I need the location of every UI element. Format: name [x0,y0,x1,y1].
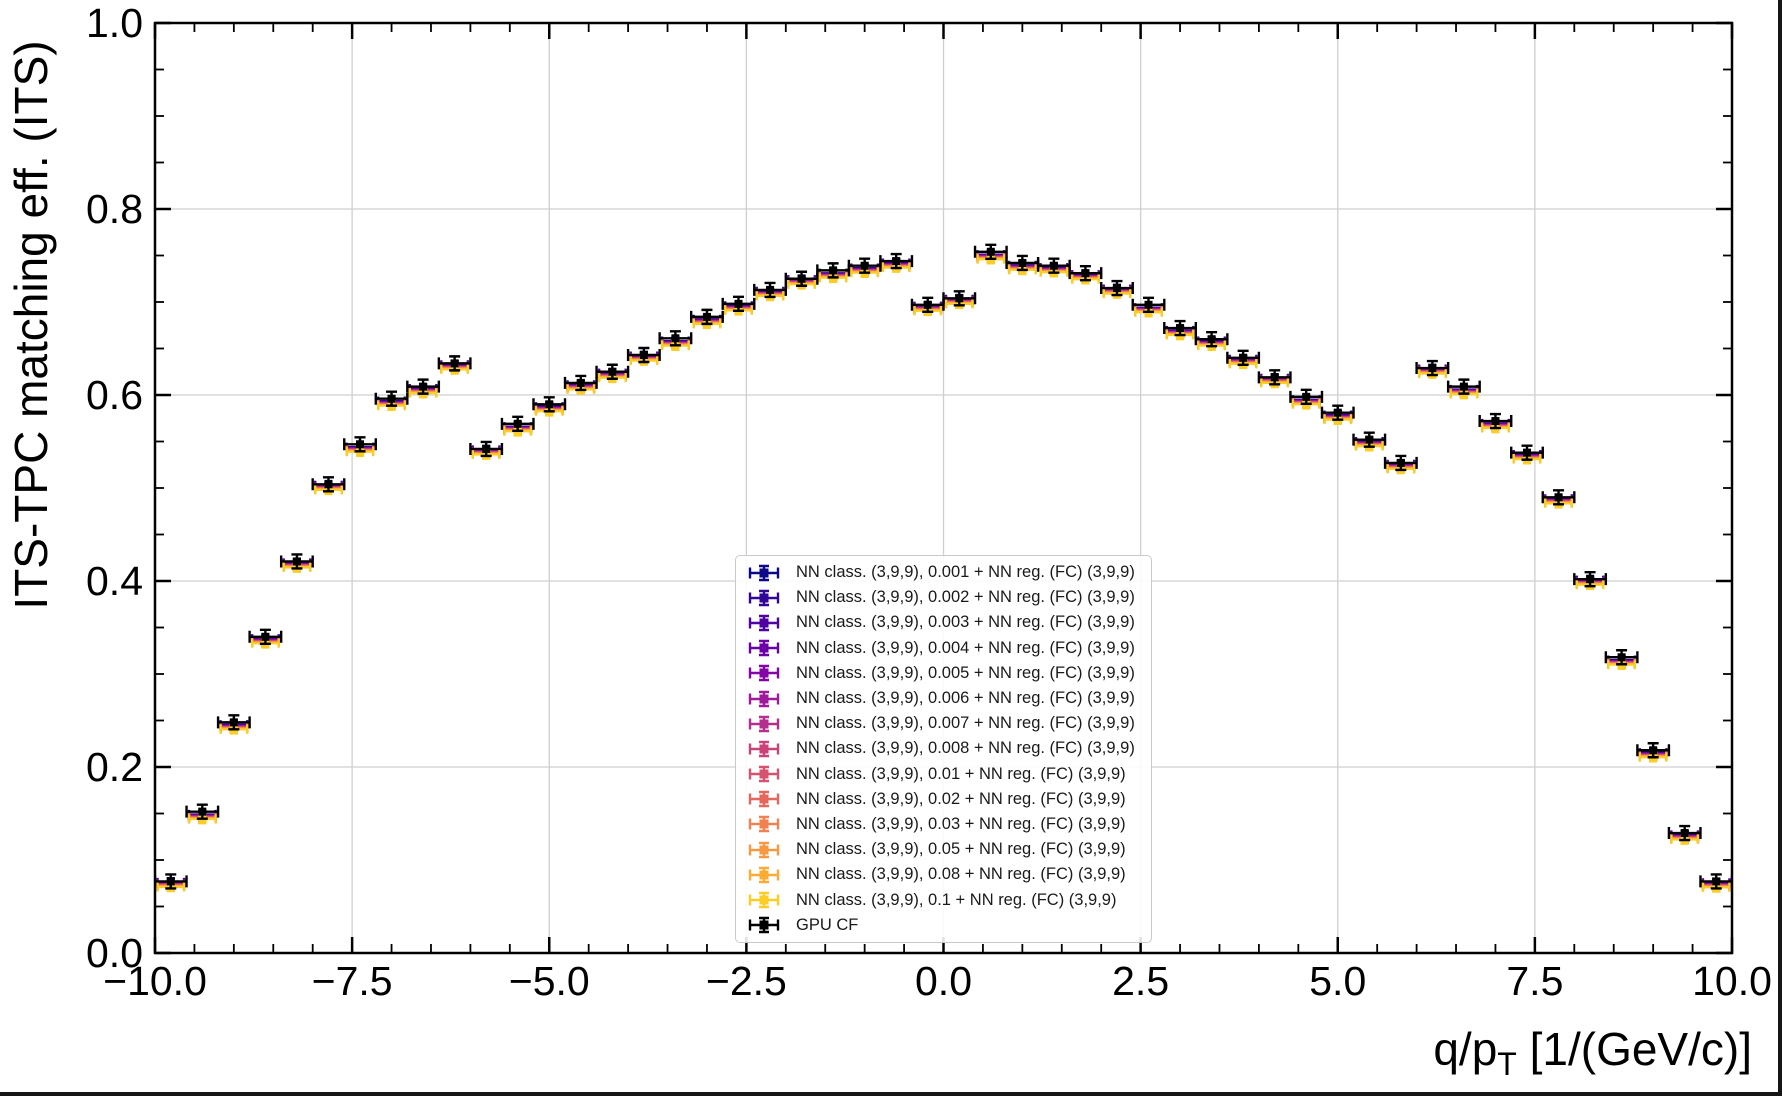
y-tick-label: 0.0 [86,930,143,976]
legend-marker-icon [748,690,780,707]
legend-marker-icon [748,791,780,808]
x-tick-label: −7.5 [311,958,393,1004]
legend-label: NN class. (3,9,9), 0.02 + NN reg. (FC) (… [796,789,1126,808]
legend-row: NN class. (3,9,9), 0.08 + NN reg. (FC) (… [744,863,1151,887]
legend-label: GPU CF [796,915,859,934]
legend-marker-icon [748,614,780,632]
legend-marker-icon [748,564,780,581]
legend-label: NN class. (3,9,9), 0.005 + NN reg. (FC) … [796,663,1135,682]
legend-marker-icon [748,866,780,884]
legend-marker-icon [748,589,780,606]
legend-row: NN class. (3,9,9), 0.1 + NN reg. (FC) (3… [744,888,1151,912]
legend-marker-icon [748,715,780,732]
x-tick-label: 2.5 [1112,958,1170,1004]
legend-label: NN class. (3,9,9), 0.008 + NN reg. (FC) … [796,739,1135,758]
y-tick-label: 0.8 [86,186,143,232]
x-tick-label: −2.5 [705,958,787,1004]
x-axis-label: q/pT [1/(GeV/c)] [1433,1022,1752,1083]
x-tick-label: 10.0 [1692,958,1772,1004]
y-tick-label: 0.6 [86,372,143,418]
legend-marker-icon [748,891,780,909]
legend-label: NN class. (3,9,9), 0.03 + NN reg. (FC) (… [796,814,1126,833]
x-tick-label: 5.0 [1309,958,1367,1004]
legend-label: NN class. (3,9,9), 0.001 + NN reg. (FC) … [796,563,1135,582]
x-axis-label-prefix: q/p [1433,1023,1498,1075]
x-tick-label: −5.0 [508,958,590,1004]
legend-row: NN class. (3,9,9), 0.002 + NN reg. (FC) … [744,586,1151,610]
gpu-cf-markers [155,243,1732,890]
legend-marker-icon [748,740,780,758]
legend-row: NN class. (3,9,9), 0.02 + NN reg. (FC) (… [744,787,1151,811]
legend-marker-icon [748,841,780,858]
legend-marker-icon [748,816,780,833]
legend-label: NN class. (3,9,9), 0.05 + NN reg. (FC) (… [796,840,1126,859]
legend-label: NN class. (3,9,9), 0.007 + NN reg. (FC) … [796,714,1135,733]
legend-row: NN class. (3,9,9), 0.007 + NN reg. (FC) … [744,712,1151,736]
legend-row: NN class. (3,9,9), 0.003 + NN reg. (FC) … [744,611,1151,635]
legend-marker-icon [748,639,780,657]
legend-label: NN class. (3,9,9), 0.004 + NN reg. (FC) … [796,638,1135,657]
legend-label: NN class. (3,9,9), 0.01 + NN reg. (FC) (… [796,764,1126,783]
legend-box: NN class. (3,9,9), 0.001 + NN reg. (FC) … [735,555,1152,943]
x-tick-label: −10.0 [103,958,207,1004]
legend-label: NN class. (3,9,9), 0.002 + NN reg. (FC) … [796,588,1135,607]
x-tick-label: 7.5 [1506,958,1564,1004]
legend-label: NN class. (3,9,9), 0.003 + NN reg. (FC) … [796,613,1135,632]
legend-label: NN class. (3,9,9), 0.1 + NN reg. (FC) (3… [796,890,1117,909]
legend-marker-icon [748,765,780,783]
y-tick-label: 0.2 [86,744,143,790]
legend-row: NN class. (3,9,9), 0.008 + NN reg. (FC) … [744,737,1151,761]
legend-label: NN class. (3,9,9), 0.006 + NN reg. (FC) … [796,689,1135,708]
x-tick-label: 0.0 [915,958,972,1004]
y-tick-label: 1.0 [86,0,143,46]
data-points [155,243,1732,893]
x-axis-label-subscript: T [1497,1046,1517,1083]
y-axis-label: ITS-TPC matching eff. (ITS) [5,40,57,610]
axes-frame [153,21,1734,955]
legend-row: NN class. (3,9,9), 0.01 + NN reg. (FC) (… [744,762,1151,786]
legend-row: NN class. (3,9,9), 0.03 + NN reg. (FC) (… [744,812,1151,836]
y-tick-label: 0.4 [86,558,143,604]
legend-row: NN class. (3,9,9), 0.006 + NN reg. (FC) … [744,687,1151,711]
x-axis-label-suffix: [1/(GeV/c)] [1516,1023,1752,1075]
legend-row: NN class. (3,9,9), 0.004 + NN reg. (FC) … [744,636,1151,660]
legend-label: NN class. (3,9,9), 0.08 + NN reg. (FC) (… [796,865,1126,884]
legend-row: NN class. (3,9,9), 0.001 + NN reg. (FC) … [744,561,1151,585]
legend-row: GPU CF [744,913,1151,937]
legend-row: NN class. (3,9,9), 0.05 + NN reg. (FC) (… [744,838,1151,862]
legend-marker-icon [748,917,780,934]
legend-marker-icon [748,665,780,682]
legend-row: NN class. (3,9,9), 0.005 + NN reg. (FC) … [744,661,1151,685]
